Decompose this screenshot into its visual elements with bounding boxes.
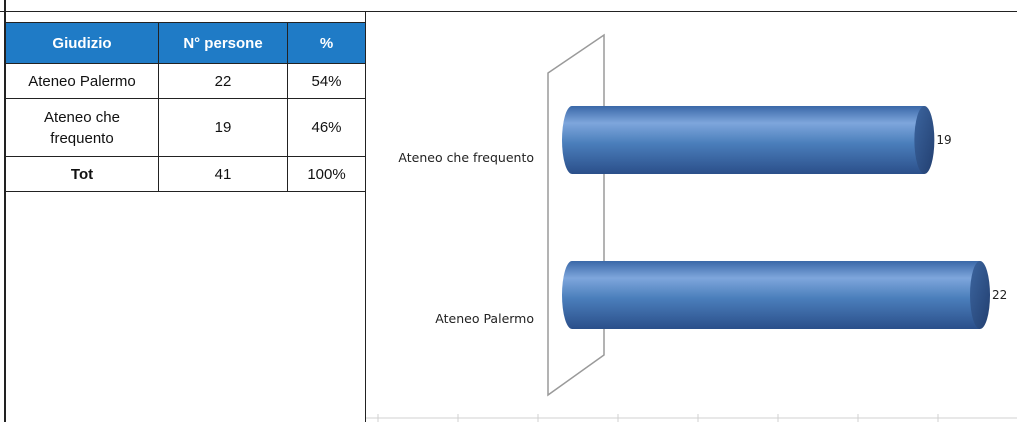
cell-total-percent: 100% <box>287 156 366 192</box>
cell-giudizio: Ateneo che frequento <box>5 98 159 157</box>
cell-percent: 46% <box>287 98 366 157</box>
summary-table: Giudizio N° persone % Ateneo Palermo 22 … <box>5 22 366 192</box>
header-giudizio: Giudizio <box>5 22 159 64</box>
data-label: 19 <box>936 133 951 147</box>
category-label: Ateneo che frequento <box>398 150 534 165</box>
bar-start-cap <box>562 261 582 329</box>
cell-total-label: Tot <box>5 156 159 192</box>
bar-ateneo-che-frequento <box>562 106 935 174</box>
cell-percent: 54% <box>287 63 366 99</box>
table-total-row: Tot 41 100% <box>5 156 366 192</box>
data-label: 22 <box>992 288 1007 302</box>
table-chart-divider <box>365 11 366 422</box>
table-row: Ateneo Palermo 22 54% <box>5 63 366 99</box>
bar-body <box>572 261 980 329</box>
bar-end-cap <box>914 106 935 174</box>
x-axis-ticks <box>377 414 939 422</box>
header-persone: N° persone <box>158 22 288 64</box>
chart-back-wall <box>547 33 605 397</box>
header-percent: % <box>287 22 366 64</box>
bar-chart: 22 Ateneo Palermo 19 Ateneo che frequento <box>366 33 1017 422</box>
bar-ateneo-palermo <box>562 261 990 329</box>
bar-end-cap <box>970 261 990 329</box>
bar-body <box>572 106 925 174</box>
bar-start-cap <box>562 106 582 174</box>
chart-labels: 22 Ateneo Palermo 19 Ateneo che frequento <box>398 133 1007 326</box>
cell-giudizio: Ateneo Palermo <box>5 63 159 99</box>
cell-persone: 19 <box>158 98 288 157</box>
cell-giudizio-text: Ateneo che frequento <box>44 108 120 147</box>
category-label: Ateneo Palermo <box>435 311 534 326</box>
frame-top-line <box>0 11 1017 12</box>
frame-left-line <box>4 0 6 422</box>
bar-series <box>562 106 990 329</box>
cell-persone: 22 <box>158 63 288 99</box>
table-row: Ateneo che frequento 19 46% <box>5 98 366 157</box>
cell-total-persone: 41 <box>158 156 288 192</box>
table-header-row: Giudizio N° persone % <box>5 22 366 64</box>
